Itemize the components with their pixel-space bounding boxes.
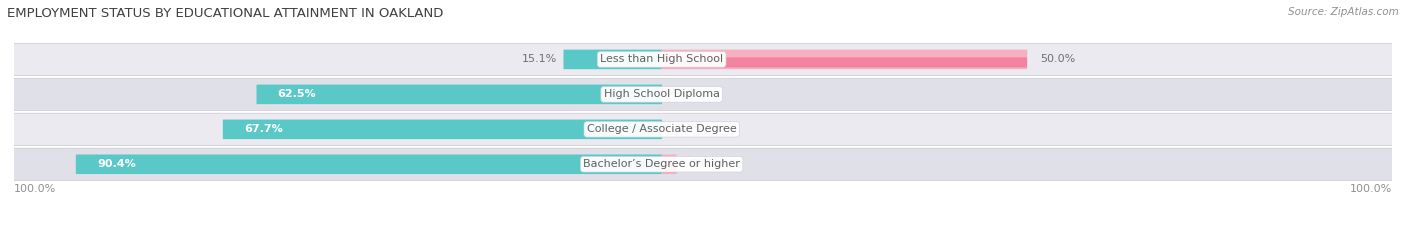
Text: EMPLOYMENT STATUS BY EDUCATIONAL ATTAINMENT IN OAKLAND: EMPLOYMENT STATUS BY EDUCATIONAL ATTAINM…: [7, 7, 443, 20]
FancyBboxPatch shape: [661, 57, 1026, 68]
FancyBboxPatch shape: [661, 50, 1028, 69]
FancyBboxPatch shape: [661, 162, 676, 172]
FancyBboxPatch shape: [14, 78, 1392, 110]
FancyBboxPatch shape: [14, 148, 1392, 180]
Text: Source: ZipAtlas.com: Source: ZipAtlas.com: [1288, 7, 1399, 17]
FancyBboxPatch shape: [76, 154, 662, 174]
Text: 100.0%: 100.0%: [1350, 184, 1392, 194]
Text: 2.0%: 2.0%: [690, 159, 718, 169]
Text: 15.1%: 15.1%: [522, 55, 557, 64]
FancyBboxPatch shape: [14, 43, 1392, 75]
FancyBboxPatch shape: [14, 113, 1392, 145]
Text: 90.4%: 90.4%: [97, 159, 135, 169]
Text: 0.0%: 0.0%: [675, 89, 703, 99]
Text: 50.0%: 50.0%: [1040, 55, 1076, 64]
Text: 62.5%: 62.5%: [277, 89, 316, 99]
FancyBboxPatch shape: [256, 85, 662, 104]
Text: Bachelor’s Degree or higher: Bachelor’s Degree or higher: [583, 159, 740, 169]
Text: Less than High School: Less than High School: [600, 55, 723, 64]
Legend: In Labor Force, Unemployed: In Labor Force, Unemployed: [591, 230, 815, 233]
Text: 0.0%: 0.0%: [675, 124, 703, 134]
FancyBboxPatch shape: [564, 50, 662, 69]
FancyBboxPatch shape: [661, 154, 676, 174]
Text: College / Associate Degree: College / Associate Degree: [586, 124, 737, 134]
Text: 100.0%: 100.0%: [14, 184, 56, 194]
Text: 67.7%: 67.7%: [243, 124, 283, 134]
FancyBboxPatch shape: [222, 120, 662, 139]
Text: High School Diploma: High School Diploma: [603, 89, 720, 99]
